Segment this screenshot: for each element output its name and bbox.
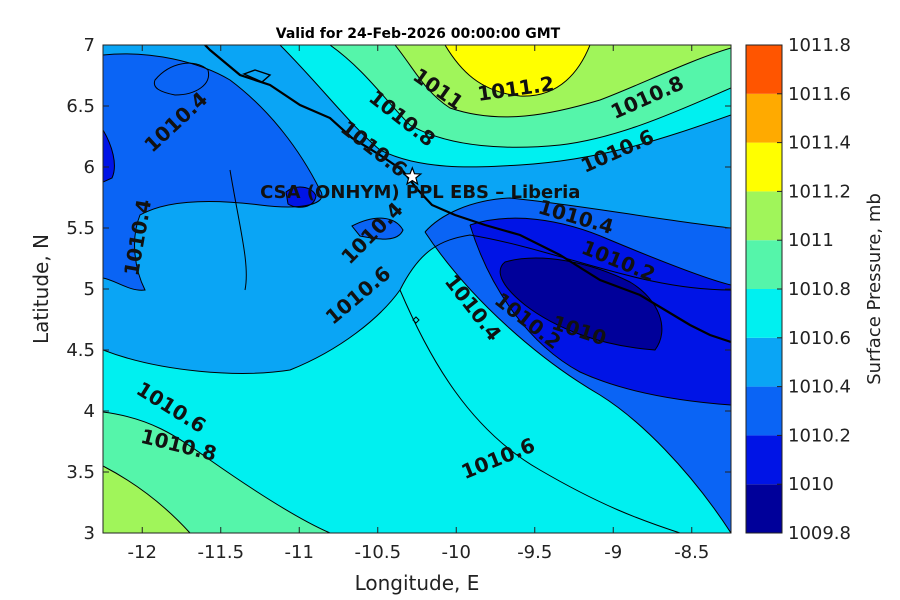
contour-line xyxy=(424,231,731,533)
chart-title: Valid for 24-Feb-2026 00:00:00 GMT xyxy=(276,26,561,42)
colorbar-swatch xyxy=(746,142,782,192)
colorbar-swatch xyxy=(746,93,782,143)
site-marker: CSA (ONHYM) PPL EBS – Liberia xyxy=(260,166,580,203)
x-tick-label: -10.5 xyxy=(354,542,401,563)
y-tick-label: 6.5 xyxy=(66,96,95,117)
y-tick-label: 3 xyxy=(84,523,95,544)
contour-line xyxy=(329,45,731,148)
colorbar-ticks: 1009.8 1010 1010.2 1010.4 1010.6 1010.8 1011 10… xyxy=(777,35,851,544)
colorbar-tick-label: 1009.8 xyxy=(788,523,851,544)
pressure-band-1010-2-west xyxy=(103,53,322,291)
x-tick-label: -10 xyxy=(442,542,471,563)
coastline xyxy=(204,45,731,344)
x-tick-label: -12 xyxy=(128,542,157,563)
x-axis-label: Longitude, E xyxy=(355,571,480,595)
y-tick-label: 5.5 xyxy=(66,218,95,239)
y-tick-label: 6 xyxy=(84,157,95,178)
x-tick-label: -11 xyxy=(285,542,314,563)
contour-line xyxy=(399,289,681,533)
colorbar-swatch xyxy=(746,45,782,94)
contour-line xyxy=(153,62,210,96)
colorbar-tick-label: 1011.6 xyxy=(788,84,851,105)
coastline-island xyxy=(242,69,272,83)
contour-line xyxy=(499,257,663,351)
x-tick-label: -11.5 xyxy=(197,542,244,563)
contour-line xyxy=(444,45,591,97)
x-axis-ticks: -12 -11.5 -11 -10.5 -10 -9.5 -9 -8.5 xyxy=(128,45,709,563)
pressure-band-1010-west-edge xyxy=(103,130,115,182)
colorbar-swatch xyxy=(746,484,782,533)
colorbar-tick-label: 1011.8 xyxy=(788,35,851,56)
x-tick-label: -9.5 xyxy=(517,542,552,563)
colorbar-tick-label: 1011.4 xyxy=(788,133,851,154)
colorbar-swatch xyxy=(746,337,782,387)
colorbar-swatch xyxy=(746,386,782,436)
contour-line xyxy=(394,45,731,118)
x-tick-label: -8.5 xyxy=(674,542,709,563)
contour-lines xyxy=(103,45,731,533)
colorbar-tick-label: 1011 xyxy=(788,230,834,251)
colorbar-tick-label: 1010.2 xyxy=(788,425,851,446)
colorbar-swatch xyxy=(746,240,782,289)
colorbar-swatch xyxy=(746,191,782,241)
contour-line xyxy=(285,186,317,208)
contour-line xyxy=(424,197,731,233)
y-axis-ticks: 3 3.5 4 4.5 5 5.5 6 6.5 7 xyxy=(66,35,731,544)
y-tick-label: 3.5 xyxy=(66,462,95,483)
pressure-band-1010-2-northwest xyxy=(154,63,209,95)
pressure-band-1010-2-central xyxy=(352,218,403,240)
y-axis-label: Latitude, N xyxy=(29,234,53,344)
y-tick-label: 4 xyxy=(84,401,95,422)
contour-line xyxy=(103,53,323,291)
contour-line xyxy=(103,411,331,533)
colorbar-swatch xyxy=(746,289,782,338)
contour-line xyxy=(103,465,191,533)
colorbar-tick-label: 1011.2 xyxy=(788,181,851,202)
pressure-band-1011-southwest xyxy=(103,466,190,533)
site-star-icon xyxy=(402,166,423,186)
colorbar-swatch xyxy=(746,435,782,485)
pressure-band-1010-8-southwest xyxy=(103,412,330,533)
colorbar xyxy=(745,44,783,534)
contour-line xyxy=(103,234,731,374)
contour-line xyxy=(469,224,731,406)
colorbar-tick-label: 1010.8 xyxy=(788,279,851,300)
colorbar-tick-label: 1010 xyxy=(788,474,834,495)
colorbar-tick-label: 1010.4 xyxy=(788,377,851,398)
colorbar-tick-label: 1010.6 xyxy=(788,328,851,349)
contour-plot-area xyxy=(103,45,731,533)
colorbar-label: Surface Pressure, mb xyxy=(864,193,885,385)
y-tick-label: 5 xyxy=(84,279,95,300)
contour-line xyxy=(351,217,404,240)
contour-line xyxy=(279,45,731,168)
contour-line xyxy=(469,217,731,286)
y-tick-label: 7 xyxy=(84,35,95,56)
x-tick-label: -9 xyxy=(604,542,622,563)
pressure-band-1010-central-spot xyxy=(286,187,316,208)
pressure-band-1009-8-east xyxy=(500,258,662,350)
coastline-islet xyxy=(412,316,420,324)
contour-line xyxy=(229,169,247,291)
y-tick-label: 4.5 xyxy=(66,340,95,361)
contour-line xyxy=(103,129,115,183)
site-label: CSA (ONHYM) PPL EBS – Liberia xyxy=(260,182,580,203)
